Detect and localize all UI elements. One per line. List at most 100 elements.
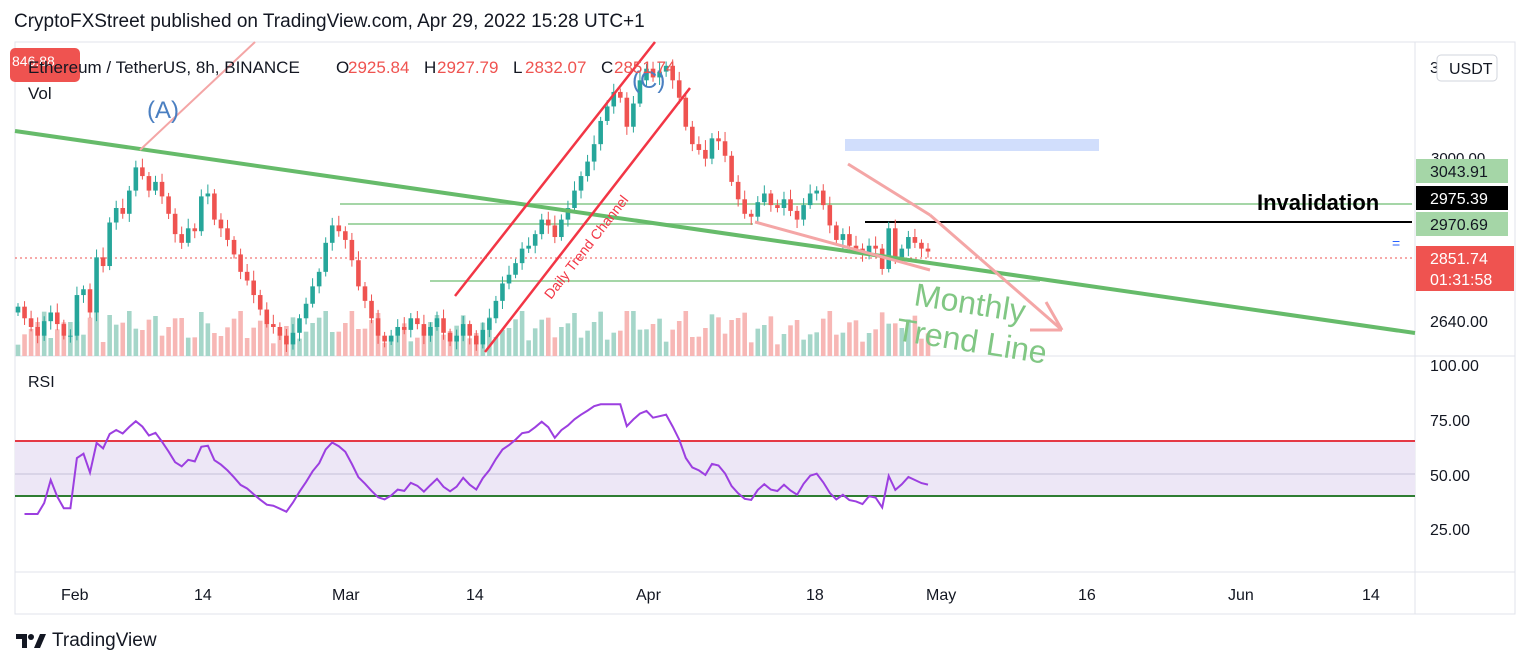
volume-bars (15, 311, 931, 356)
candle-body (663, 65, 669, 72)
candle-body (585, 161, 590, 177)
candle-body (788, 199, 793, 211)
candle-body (834, 225, 839, 240)
wave-a-line (139, 41, 256, 151)
volume-bar (212, 333, 217, 356)
monthly-trend-line[interactable] (14, 129, 1416, 335)
candle-body (690, 126, 695, 145)
candle-body (506, 274, 512, 284)
volume-bar (22, 334, 27, 356)
candle-body (343, 231, 348, 240)
volume-bar (519, 311, 525, 356)
volume-bar (467, 338, 473, 356)
candle-body (329, 225, 335, 243)
volume-bar (205, 323, 211, 356)
tradingview-brand: TradingView (52, 630, 157, 651)
time-label-jun: Jun (1228, 587, 1254, 604)
volume-bar (388, 335, 394, 356)
publisher-line: CryptoFXStreet published on TradingView.… (14, 11, 645, 32)
volume-bar (54, 329, 60, 356)
candle-body (113, 208, 119, 223)
channel-lower-line[interactable] (484, 87, 691, 353)
volume-bar (493, 337, 499, 356)
candle-body (22, 306, 27, 319)
volume-bar (146, 319, 152, 356)
candle-body (408, 318, 414, 330)
projection-arrow-shaft (929, 213, 1063, 332)
candle-body (133, 167, 139, 191)
volume-bar (277, 333, 283, 356)
candle-body (94, 257, 99, 313)
candle-body (814, 190, 819, 194)
candle-body (631, 103, 636, 127)
candle-body (807, 193, 813, 206)
time-label-apr18: 18 (806, 587, 824, 604)
candle-body (748, 213, 754, 217)
volume-bar (637, 329, 643, 356)
candle-body (336, 225, 342, 232)
candle-body (146, 176, 152, 191)
candle-body (768, 193, 774, 206)
time-label-feb14: 14 (194, 587, 212, 604)
candle-body (676, 80, 682, 98)
candle-body (840, 234, 846, 240)
time-label-feb: Feb (61, 587, 89, 604)
rsi-axis-100: 100.00 (1430, 358, 1479, 375)
volume-bar (87, 317, 93, 356)
candle-body (375, 318, 381, 336)
candle-body (68, 335, 73, 337)
price-tag-3043: 3043.91 (1430, 164, 1488, 181)
candle-body (657, 71, 662, 78)
volume-bar (683, 311, 689, 356)
candle-body (493, 300, 499, 319)
time-label-apr: Apr (636, 587, 662, 604)
candle-body (683, 97, 689, 127)
tradingview-footer[interactable]: TradingView (16, 630, 157, 652)
volume-bar (545, 317, 551, 356)
volume-bar (676, 321, 682, 356)
volume-bar (807, 334, 813, 356)
candle-body (107, 222, 112, 267)
candle-body (447, 332, 453, 342)
candle-body (172, 213, 178, 235)
candle-body (159, 181, 165, 197)
volume-bar (303, 331, 309, 356)
volume-bar (316, 317, 322, 356)
volume-bar (912, 315, 918, 356)
volume-bar (663, 341, 669, 356)
time-label-mar: Mar (332, 587, 360, 604)
candle-body (290, 332, 296, 345)
candle-body (866, 245, 872, 255)
currency-button[interactable] (1436, 54, 1498, 82)
time-label-jun14: 14 (1362, 587, 1380, 604)
rsi-band-fill (15, 441, 1415, 496)
legend-symbol[interactable]: Ethereum / TetherUS, 8h, BINANCE (28, 58, 300, 77)
candle-body (205, 193, 211, 197)
legend-h-label: H (424, 58, 436, 77)
resistance-zone (845, 139, 1099, 151)
candle-body (899, 248, 905, 258)
volume-bar (585, 330, 590, 356)
candle-body (500, 283, 505, 301)
candle-body (369, 300, 374, 319)
volume-bar (140, 330, 145, 356)
candle-body (48, 312, 54, 322)
volume-bar (722, 333, 728, 356)
channel-upper-line[interactable] (454, 41, 656, 297)
volume-bar (257, 320, 263, 356)
candle-body (545, 219, 551, 226)
candle-body (395, 326, 401, 336)
candle-body (140, 167, 145, 177)
volume-bar (552, 337, 558, 356)
volume-bar (565, 323, 571, 356)
volume-bar (631, 311, 636, 356)
candle-body (539, 219, 545, 235)
legend-close: 2851.74 (614, 58, 675, 77)
volume-bar (925, 333, 931, 356)
volume-bar (611, 332, 617, 356)
volume-bar (794, 320, 800, 356)
candle-body (401, 326, 407, 330)
rsi-axis-50: 50.00 (1430, 468, 1470, 485)
wave-c-label: (C) (632, 67, 665, 94)
